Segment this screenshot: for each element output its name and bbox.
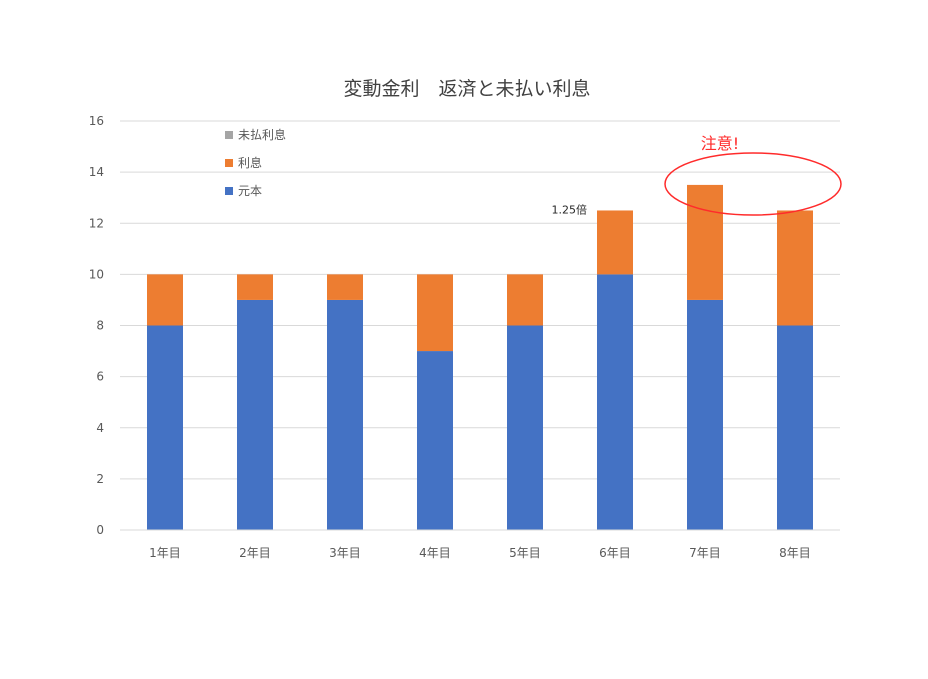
annotations: 1.25倍 注意! xyxy=(552,134,842,216)
bar-segment xyxy=(237,299,273,530)
bar-segment xyxy=(327,274,363,300)
y-tick-label: 10 xyxy=(89,267,104,281)
x-tick-label: 2年目 xyxy=(239,546,271,560)
legend-swatch xyxy=(225,187,233,195)
bar-segment xyxy=(147,274,183,326)
bar-segment xyxy=(147,325,183,530)
bar-segment xyxy=(507,325,543,530)
x-tick-label: 4年目 xyxy=(419,546,451,560)
bar-segment xyxy=(687,184,723,300)
legend-label: 未払利息 xyxy=(238,127,286,142)
x-axis-ticks: 1年目 2年目 3年目 4年目 5年目 6年目 7年目 8年目 xyxy=(149,546,811,560)
legend-label: 元本 xyxy=(238,184,262,198)
y-tick-label: 4 xyxy=(96,421,104,435)
x-tick-label: 3年目 xyxy=(329,546,361,560)
y-tick-label: 16 xyxy=(89,114,104,128)
y-tick-label: 14 xyxy=(89,165,104,179)
chart-title: 変動金利 返済と未払い利息 xyxy=(343,78,590,100)
bar-segment xyxy=(597,274,633,530)
y-tick-label: 8 xyxy=(96,319,104,333)
annotation-label: 1.25倍 xyxy=(552,202,588,216)
x-tick-label: 1年目 xyxy=(149,546,181,560)
bars xyxy=(147,184,813,530)
legend-swatch xyxy=(225,159,233,167)
bar-segment xyxy=(777,210,813,326)
warning-label: 注意! xyxy=(701,134,739,153)
y-tick-label: 12 xyxy=(89,216,104,230)
y-axis-ticks: 0 2 4 6 8 10 12 14 16 xyxy=(89,114,104,537)
warning-circle xyxy=(664,152,842,216)
bar-segment xyxy=(687,299,723,530)
bar-segment xyxy=(417,274,453,352)
y-tick-label: 2 xyxy=(96,472,104,486)
bar-segment xyxy=(327,299,363,530)
bar-segment xyxy=(597,210,633,275)
bar-segment xyxy=(417,351,453,530)
bar-segment xyxy=(777,325,813,530)
x-tick-label: 8年目 xyxy=(779,546,811,560)
y-tick-label: 0 xyxy=(96,523,104,537)
bar-segment xyxy=(507,274,543,326)
gridlines xyxy=(120,120,840,480)
bar-segment xyxy=(237,274,273,300)
x-tick-label: 7年目 xyxy=(689,546,721,560)
legend-swatch xyxy=(225,131,233,139)
x-tick-label: 5年目 xyxy=(509,546,541,560)
y-tick-label: 6 xyxy=(96,370,104,384)
legend-label: 利息 xyxy=(238,155,262,170)
x-tick-label: 6年目 xyxy=(599,546,631,560)
